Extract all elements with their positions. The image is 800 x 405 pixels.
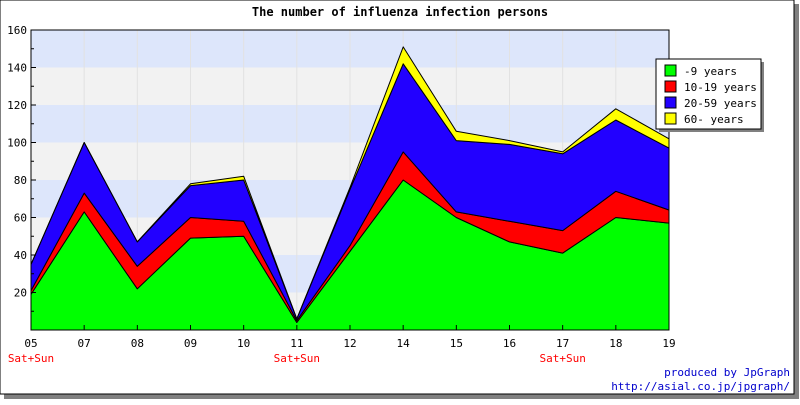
chart-title: The number of influenza infection person… <box>252 5 548 19</box>
x-tick-label: 09 <box>184 337 197 350</box>
legend-label: 10-19 years <box>684 81 757 94</box>
y-tick-label: 100 <box>7 137 27 150</box>
x-axis: 05 Sat+Sun 07 08 09 10 11 Sat+Sun 12 14 15 16 17 Sat+… <box>8 325 676 365</box>
y-tick-label: 140 <box>7 62 27 75</box>
y-tick-label: 120 <box>7 99 27 112</box>
x-tick-label: 16 <box>503 337 516 350</box>
legend-label: 20-59 years <box>684 97 757 110</box>
credit-line-1: produced by JpGraph <box>664 366 790 379</box>
y-tick-label: 20 <box>14 287 27 300</box>
x-tick-label: 18 <box>609 337 622 350</box>
y-tick-label: 40 <box>14 249 27 262</box>
legend-swatch <box>664 96 677 109</box>
legend: -9 years 10-19 years 20-59 years 60- years <box>655 58 764 132</box>
y-tick-label: 160 <box>7 24 27 37</box>
x-tick-label: 19 <box>662 337 675 350</box>
weekend-label: Sat+Sun <box>539 352 585 365</box>
x-tick-label: 14 <box>397 337 411 350</box>
legend-swatch <box>664 80 677 93</box>
legend-label: 60- years <box>684 113 744 126</box>
weekend-label: Sat+Sun <box>274 352 320 365</box>
x-tick-label: 17 <box>556 337 569 350</box>
legend-items: -9 years 10-19 years 20-59 years 60- years <box>664 64 757 126</box>
x-tick-label: 12 <box>343 337 356 350</box>
weekend-label: Sat+Sun <box>8 352 54 365</box>
x-tick-label: 05 <box>24 337 37 350</box>
x-tick-label: 15 <box>450 337 463 350</box>
y-axis: 20 40 60 80 100 120 140 160 <box>7 24 36 312</box>
legend-swatch <box>664 64 677 77</box>
x-tick-label: 07 <box>78 337 91 350</box>
legend-label: -9 years <box>684 65 737 78</box>
x-tick-label: 08 <box>131 337 144 350</box>
y-tick-label: 80 <box>14 174 27 187</box>
x-tick-label: 11 <box>290 337 303 350</box>
credit-line-2: http://asial.co.jp/jpgraph/ <box>611 380 790 393</box>
x-tick-label: 10 <box>237 337 250 350</box>
y-tick-label: 60 <box>14 212 27 225</box>
legend-swatch <box>664 112 677 125</box>
